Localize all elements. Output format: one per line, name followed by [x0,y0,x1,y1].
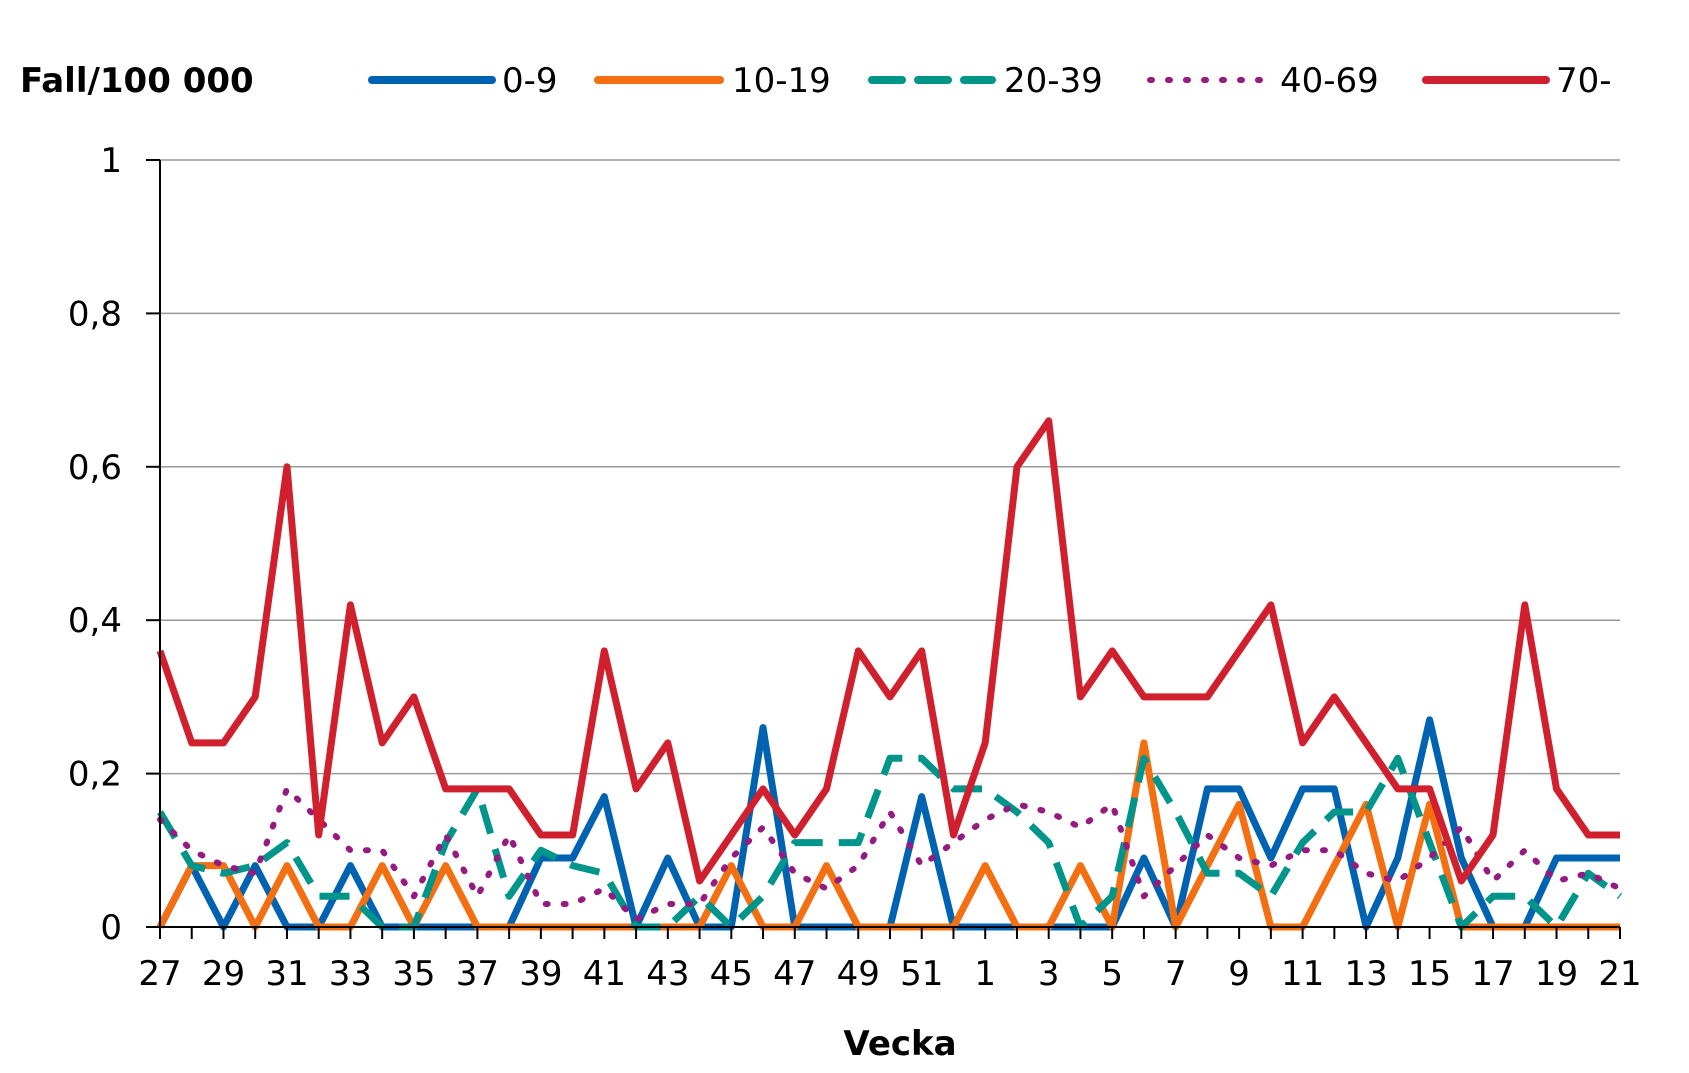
x-tick-label: 33 [329,954,372,994]
x-tick-label: 5 [1101,954,1123,994]
x-tick-label: 13 [1344,954,1387,994]
gridlines [160,159,1620,775]
y-tick-label: 0,2 [68,755,122,795]
series-line-0-9 [156,716,1620,931]
x-tick-label: 3 [1038,954,1060,994]
legend-label: 0-9 [502,61,558,101]
x-tick-label: 35 [392,954,435,994]
y-axis-title: Fall/100 000 [20,61,254,101]
x-tick-label: 9 [1228,954,1250,994]
x-tick-label: 11 [1281,954,1324,994]
legend-label: 70- [1556,61,1612,101]
x-tick-label: 39 [519,954,562,994]
y-tick-label: 0,6 [68,448,122,488]
x-tick-label: 41 [583,954,626,994]
x-tick-label: 29 [202,954,245,994]
x-tick-label: 43 [646,954,689,994]
x-tick-label: 49 [837,954,880,994]
x-tick-label: 45 [710,954,753,994]
legend-label: 20-39 [1004,61,1103,101]
x-tick-label: 1 [974,954,996,994]
x-tick-label: 31 [265,954,308,994]
x-tick-label: 7 [1165,954,1187,994]
y-tick-label: 0 [100,908,122,948]
x-tick-label: 19 [1535,954,1578,994]
x-axis-title: Vecka [843,1024,956,1064]
legend-label: 10-19 [732,61,831,101]
x-tick-label: 21 [1598,954,1641,994]
legend: 0-9 10-19 20-39 40-69 70- [368,61,1612,101]
x-tick-label: 17 [1471,954,1514,994]
x-tick-label: 37 [456,954,499,994]
x-tick-label: 27 [138,954,181,994]
x-tick-label: 15 [1408,954,1451,994]
series-line-70- [156,417,1620,885]
y-tick-label: 0,8 [68,294,122,334]
x-tick-label: 51 [900,954,943,994]
x-tick-label: 47 [773,954,816,994]
series-lines [156,417,1623,931]
legend-label: 40-69 [1280,61,1379,101]
y-tick-label: 0,4 [68,601,122,641]
y-tick-label: 1 [100,141,122,181]
series-line-40-69 [157,785,1623,923]
